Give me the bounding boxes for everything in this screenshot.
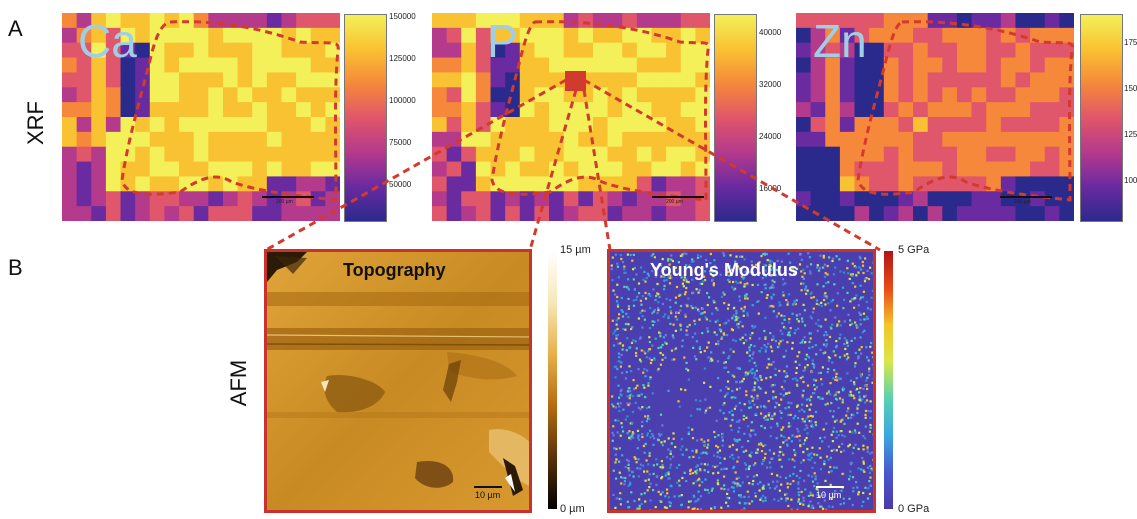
colorbar-tick: 150 [1124, 84, 1137, 93]
colorbar-tick: 125 [1124, 130, 1137, 139]
xrf-colorbar [344, 14, 387, 222]
scale-bar-label: 200 µm [276, 199, 293, 205]
zoom-connector [583, 78, 881, 252]
topography-colorbar [548, 251, 557, 509]
afm-topography-title: Topography [343, 260, 446, 280]
xrf-element-label: P [487, 15, 518, 67]
colorbar-tick: 24000 [759, 132, 782, 141]
colorbar-tick: 100 [1124, 176, 1137, 185]
roi-outline-zn [856, 20, 1074, 202]
panel-a-label: A [8, 16, 23, 41]
panel-b-label: B [8, 255, 23, 280]
roi-outline-ca [120, 20, 340, 202]
scale-bar [652, 196, 704, 198]
xrf-colorbar [714, 14, 757, 222]
scale-bar [1000, 196, 1052, 198]
scale-bar-label: 200 µm [1014, 199, 1031, 205]
colorbar-tick: 32000 [759, 80, 782, 89]
xrf-element-label: Zn [813, 15, 867, 67]
colorbar-tick: 40000 [759, 28, 782, 37]
colorbar-min-label: 0 µm [560, 503, 585, 515]
modulus-colorbar [884, 251, 893, 509]
xrf-map-ca [62, 13, 340, 221]
xrf-element-label: Ca [78, 15, 137, 67]
colorbar-max-label: 5 GPa [898, 244, 930, 256]
xrf-colorbar [1080, 14, 1123, 222]
colorbar-tick: 125000 [389, 54, 416, 63]
scale-bar-label: 200 µm [666, 199, 683, 205]
afm-topography-image: Topography 10 µm [264, 249, 532, 513]
colorbar-tick: 175 [1124, 38, 1137, 47]
zoom-region-marker [565, 71, 586, 91]
colorbar-tick: 50000 [389, 180, 412, 189]
colorbar-max-label: 15 µm [560, 244, 591, 256]
scale-bar [474, 486, 502, 488]
zoom-connector [528, 89, 578, 251]
colorbar-tick: 150000 [389, 12, 416, 21]
scale-bar-label: 10 µm [816, 490, 842, 500]
afm-modulus-image: Young's Modulus 10 µm [607, 249, 876, 513]
scale-bar [816, 486, 844, 488]
colorbar-tick: 100000 [389, 96, 416, 105]
zoom-connector [582, 89, 612, 251]
xrf-map-zn [796, 13, 1074, 221]
colorbar-tick: 75000 [389, 138, 412, 147]
roi-outline-p [490, 20, 710, 202]
zoom-connector [265, 78, 567, 252]
scale-bar-label: 10 µm [475, 490, 501, 500]
colorbar-tick: 16000 [759, 184, 782, 193]
afm-modulus-title: Young's Modulus [650, 260, 798, 280]
colorbar-min-label: 0 GPa [898, 503, 930, 515]
scale-bar [262, 196, 314, 198]
